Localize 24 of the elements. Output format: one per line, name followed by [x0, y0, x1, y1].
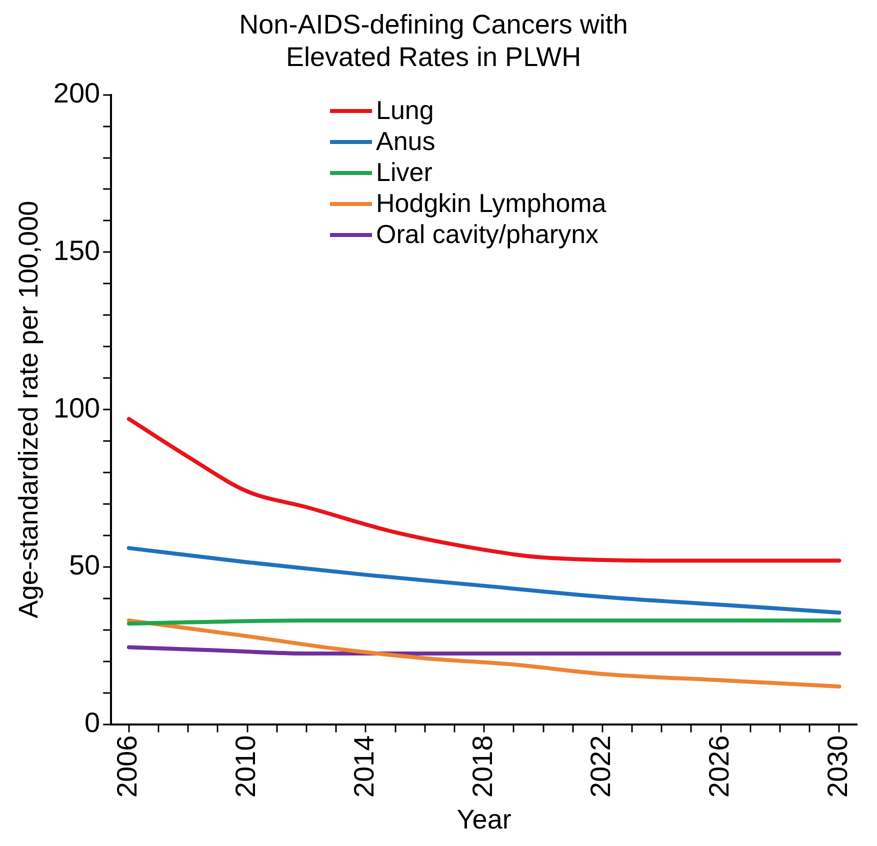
x-tick-label: 2026: [704, 735, 735, 798]
legend-label: Hodgkin Lymphoma: [376, 188, 606, 219]
x-tick-label: 2018: [466, 735, 498, 798]
text: Elevated Rates in PLWH: [286, 42, 582, 72]
y-tick-label: 150: [53, 234, 100, 266]
x-tick-label: 2014: [348, 735, 380, 798]
x-axis-title: Year: [456, 804, 512, 834]
y-axis-title: Age-standardized rate per 100,000: [14, 200, 44, 618]
y-tick-label: 50: [68, 550, 100, 581]
y-tick-label: 200: [53, 78, 100, 109]
y-tick-label: 0: [84, 707, 100, 738]
x-tick-label: 2022: [585, 735, 616, 798]
legend-label: Anus: [376, 126, 436, 157]
legend-label: Liver: [376, 157, 432, 188]
line-series: [126, 417, 842, 563]
x-tick-label: 2010: [230, 735, 261, 798]
x-tick-label: 2030: [822, 735, 853, 798]
y-tick-label: 100: [53, 392, 100, 424]
line-series: [126, 546, 842, 615]
legend-label: Oral cavity/pharynx: [376, 219, 599, 250]
legend-label: Lung: [376, 95, 434, 126]
text: Non-AIDS-defining Cancers with: [239, 10, 628, 40]
x-tick-label: 2006: [112, 735, 143, 798]
line-series: [126, 618, 842, 689]
